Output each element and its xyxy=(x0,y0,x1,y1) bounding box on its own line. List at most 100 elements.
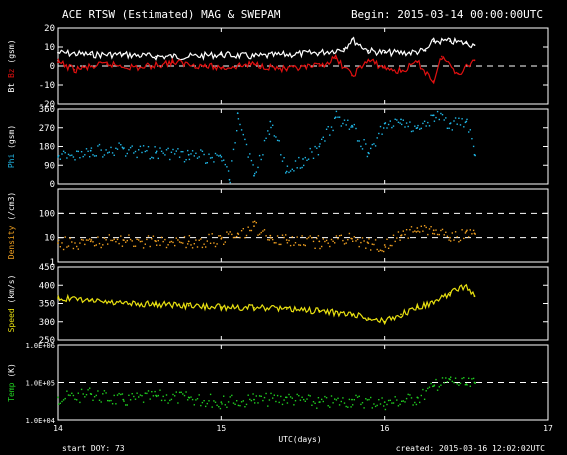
data-point-phi xyxy=(203,153,205,156)
data-point-density xyxy=(147,235,150,237)
data-point-temp xyxy=(384,408,387,411)
data-point-temp xyxy=(466,384,468,386)
y-tick-label: 10 xyxy=(44,234,55,244)
data-point-temp xyxy=(58,403,60,405)
data-point-density xyxy=(240,230,243,232)
data-point-density xyxy=(417,230,419,232)
data-point-temp xyxy=(108,400,110,402)
data-point-density xyxy=(363,240,365,242)
data-point-phi xyxy=(351,124,353,127)
data-point-density xyxy=(272,238,274,241)
data-point-phi xyxy=(128,149,130,151)
data-point-density xyxy=(157,239,159,242)
data-point-density xyxy=(472,229,475,232)
data-point-density xyxy=(293,244,295,246)
data-point-temp xyxy=(169,399,171,402)
data-point-density xyxy=(244,237,246,239)
data-point-density xyxy=(283,236,285,239)
data-point-temp xyxy=(191,398,194,401)
data-point-temp xyxy=(394,396,396,398)
data-point-density xyxy=(384,246,387,248)
data-point-temp xyxy=(309,395,311,397)
data-point-density xyxy=(409,229,411,231)
y-axis-label-part: Bz xyxy=(7,68,16,78)
data-point-temp xyxy=(348,398,351,401)
data-point-phi xyxy=(379,125,382,128)
data-point-density xyxy=(134,245,137,247)
data-point-temp xyxy=(335,399,338,401)
data-point-density xyxy=(391,244,393,247)
data-point-phi xyxy=(247,156,249,158)
data-point-phi xyxy=(129,146,132,149)
data-point-phi xyxy=(281,160,284,162)
data-point-phi xyxy=(391,126,393,129)
data-point-phi xyxy=(178,156,181,158)
data-point-density xyxy=(159,244,161,246)
data-point-bz xyxy=(220,67,223,69)
data-point-phi xyxy=(98,143,101,146)
data-point-phi xyxy=(89,156,91,158)
data-point-density xyxy=(289,244,292,247)
data-point-temp xyxy=(254,402,256,404)
y-tick-label: 350 xyxy=(39,300,55,310)
data-point-density xyxy=(267,239,269,241)
data-point-phi xyxy=(350,126,352,128)
data-point-temp xyxy=(440,384,442,386)
data-point-temp xyxy=(454,377,457,379)
data-point-temp xyxy=(448,378,450,380)
y-axis-label-part: Speed xyxy=(7,308,16,332)
data-point-phi xyxy=(441,114,444,116)
data-point-phi xyxy=(348,128,351,130)
data-point-temp xyxy=(258,395,261,397)
data-point-phi xyxy=(111,152,114,154)
data-point-phi xyxy=(353,123,355,126)
data-point-temp xyxy=(350,406,352,408)
data-point-phi xyxy=(463,126,465,128)
data-point-density xyxy=(255,222,257,224)
data-point-phi xyxy=(253,174,255,177)
data-point-temp xyxy=(267,405,269,407)
data-point-density xyxy=(122,239,125,241)
data-point-phi xyxy=(420,127,422,130)
data-point-phi xyxy=(169,158,171,161)
data-point-speed xyxy=(400,313,402,316)
data-point-phi xyxy=(122,147,125,150)
data-point-temp xyxy=(471,378,473,380)
data-point-density xyxy=(435,229,437,231)
data-point-density xyxy=(167,244,169,246)
data-point-density xyxy=(156,244,158,246)
data-point-speed xyxy=(57,297,59,299)
data-point-phi xyxy=(347,119,349,121)
data-point-density xyxy=(64,236,66,238)
data-point-density xyxy=(276,235,279,237)
data-point-density xyxy=(275,242,277,244)
data-point-density xyxy=(113,238,115,240)
data-point-bz xyxy=(334,57,337,60)
data-point-temp xyxy=(392,402,395,404)
panel-frame xyxy=(57,188,549,263)
data-point-bt xyxy=(187,55,190,58)
data-point-temp xyxy=(162,395,164,398)
data-point-density xyxy=(423,225,426,227)
data-point-temp xyxy=(190,396,192,398)
data-point-bz xyxy=(318,65,321,67)
data-point-temp xyxy=(89,392,92,395)
data-point-density xyxy=(466,229,468,231)
data-point-density xyxy=(165,246,168,249)
data-point-phi xyxy=(167,147,169,150)
data-point-phi xyxy=(220,156,223,158)
data-point-density xyxy=(174,244,176,247)
y-axis-label: Temp (K) xyxy=(7,363,16,402)
data-point-temp xyxy=(87,389,89,391)
data-point-temp xyxy=(458,384,460,386)
data-point-density xyxy=(219,235,222,237)
data-point-phi xyxy=(291,168,293,170)
y-tick-label: 270 xyxy=(39,124,55,134)
data-point-density xyxy=(257,234,259,236)
data-point-density xyxy=(314,247,316,249)
data-point-phi xyxy=(146,150,148,152)
data-point-density xyxy=(79,242,81,244)
data-point-density xyxy=(131,240,133,242)
data-point-density xyxy=(198,239,200,241)
